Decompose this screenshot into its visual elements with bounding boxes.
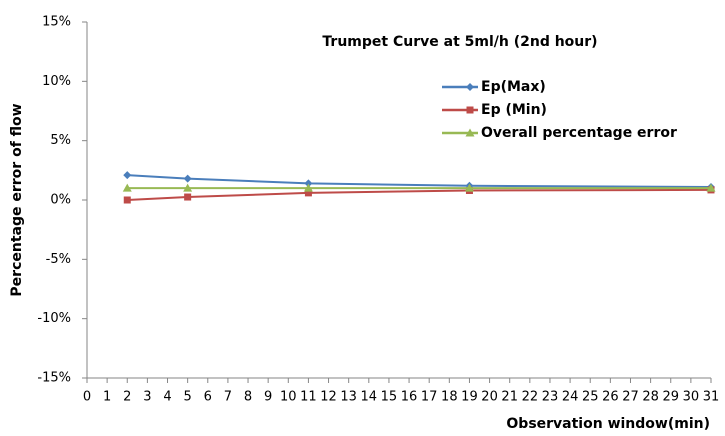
x-tick-label: 20 bbox=[481, 390, 498, 405]
x-tick-label: 0 bbox=[83, 390, 91, 405]
x-tick-label: 15 bbox=[381, 390, 398, 405]
x-tick-label: 27 bbox=[622, 390, 639, 405]
y-tick-label: -5% bbox=[46, 252, 71, 267]
legend-label: Ep(Max) bbox=[481, 79, 546, 95]
x-tick-label: 10 bbox=[280, 390, 297, 405]
marker bbox=[123, 171, 132, 180]
y-tick-label: 10% bbox=[42, 74, 71, 89]
y-tick-label: -10% bbox=[37, 311, 71, 326]
marker bbox=[184, 193, 192, 201]
marker bbox=[123, 196, 131, 204]
x-tick-label: 17 bbox=[421, 390, 438, 405]
x-tick-label: 4 bbox=[163, 390, 171, 405]
x-tick-label: 25 bbox=[582, 390, 599, 405]
x-tick-label: 3 bbox=[143, 390, 151, 405]
x-tick-label: 12 bbox=[320, 390, 337, 405]
x-tick-label: 6 bbox=[204, 390, 212, 405]
x-tick-label: 21 bbox=[501, 390, 518, 405]
y-tick-label: -15% bbox=[37, 371, 71, 386]
marker bbox=[183, 183, 193, 192]
legend-marker bbox=[465, 128, 475, 137]
x-tick-label: 9 bbox=[264, 390, 272, 405]
x-tick-label: 5 bbox=[184, 390, 192, 405]
marker bbox=[183, 174, 192, 183]
x-tick-label: 31 bbox=[703, 390, 720, 405]
x-tick-label: 18 bbox=[441, 390, 458, 405]
x-tick-label: 14 bbox=[361, 390, 378, 405]
x-tick-label: 1 bbox=[103, 390, 111, 405]
marker bbox=[303, 183, 313, 192]
y-tick-label: 15% bbox=[42, 15, 71, 30]
marker bbox=[122, 183, 132, 192]
series-line bbox=[127, 174, 712, 188]
legend-label: Overall percentage error bbox=[481, 125, 677, 141]
legend-marker bbox=[466, 106, 474, 114]
marker bbox=[706, 183, 716, 192]
x-tick-label: 29 bbox=[662, 390, 679, 405]
x-tick-label: 26 bbox=[602, 390, 619, 405]
legend-label: Ep (Min) bbox=[481, 102, 547, 118]
x-tick-label: 30 bbox=[683, 390, 700, 405]
marker bbox=[304, 179, 313, 188]
x-tick-label: 19 bbox=[461, 390, 478, 405]
y-axis-label: Percentage error of flow bbox=[9, 103, 25, 296]
marker bbox=[304, 189, 312, 197]
y-tick-label: 5% bbox=[50, 133, 71, 148]
legend-marker bbox=[466, 83, 474, 91]
x-tick-label: 23 bbox=[542, 390, 559, 405]
x-tick-label: 28 bbox=[642, 390, 659, 405]
x-tick-label: 16 bbox=[401, 390, 418, 405]
x-tick-label: 2 bbox=[123, 390, 131, 405]
x-tick-label: 7 bbox=[224, 390, 232, 405]
y-tick-label: 0% bbox=[50, 193, 71, 208]
marker bbox=[464, 183, 474, 192]
x-tick-label: 13 bbox=[340, 390, 357, 405]
x-axis-label: Observation window(min) bbox=[506, 416, 710, 432]
series-line bbox=[127, 188, 712, 201]
x-tick-label: 8 bbox=[244, 390, 252, 405]
chart-title: Trumpet Curve at 5ml/h (2nd hour) bbox=[322, 34, 597, 50]
x-tick-label: 24 bbox=[562, 390, 579, 405]
x-tick-label: 22 bbox=[522, 390, 539, 405]
x-tick-label: 11 bbox=[300, 390, 317, 405]
